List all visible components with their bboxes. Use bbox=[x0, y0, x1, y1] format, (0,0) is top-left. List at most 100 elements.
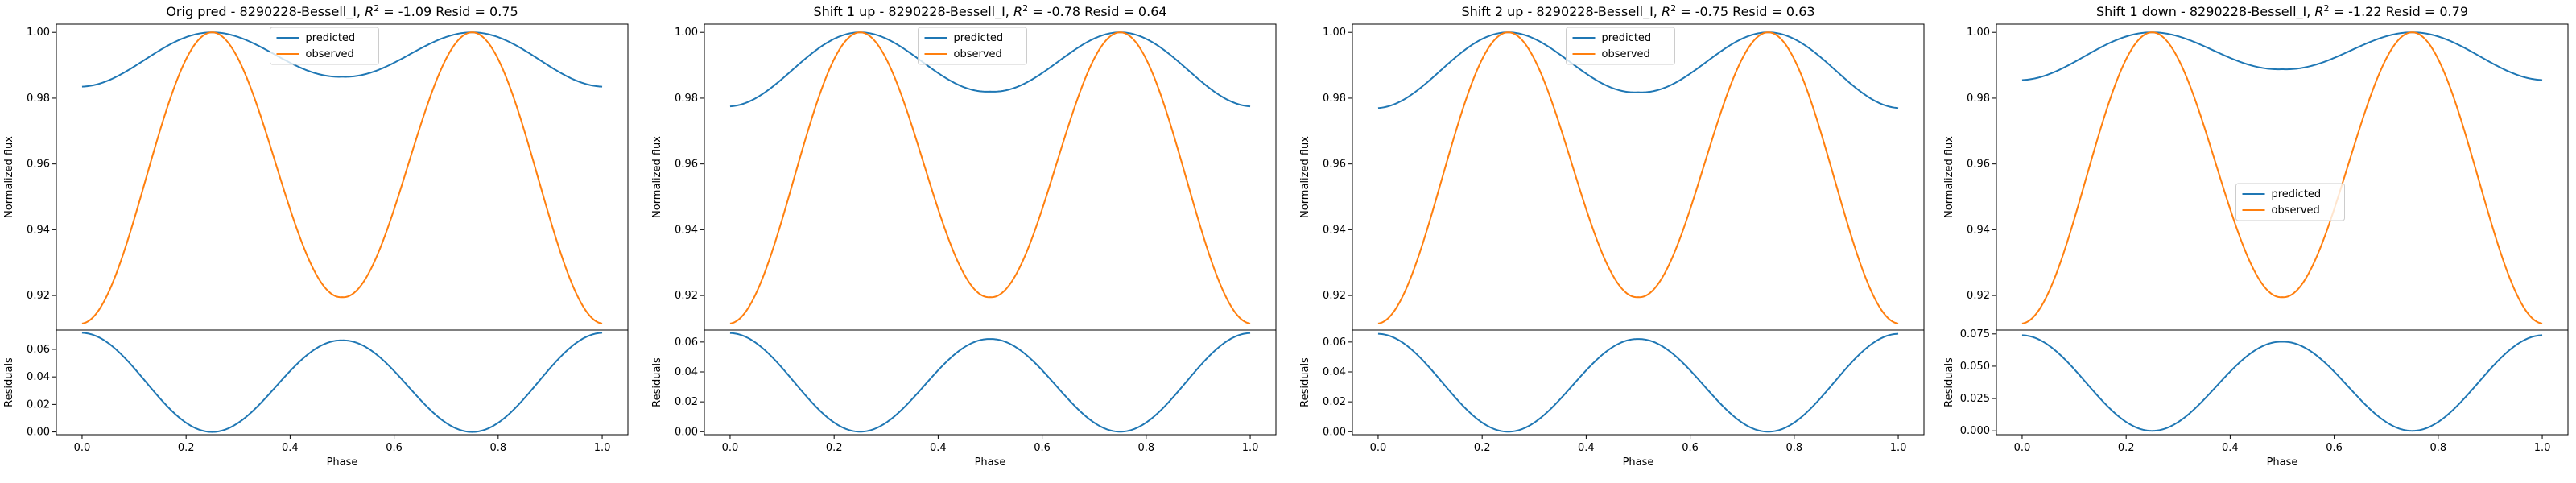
chart-title-exponent: 2 bbox=[1670, 3, 1676, 14]
flux-y-tick-label: 0.94 bbox=[1967, 224, 1990, 236]
residual-y-tick-label: 0.000 bbox=[1960, 425, 1990, 437]
residual-y-tick-label: 0.06 bbox=[1323, 336, 1346, 349]
chart-title-suffix: = -0.78 Resid = 0.64 bbox=[1028, 4, 1166, 19]
flux-y-tick-label: 0.98 bbox=[675, 93, 698, 105]
legend-box bbox=[270, 27, 379, 65]
x-tick-label: 1.0 bbox=[1890, 442, 1907, 454]
chart-title-exponent: 2 bbox=[2324, 3, 2330, 14]
residual-y-tick-label: 0.04 bbox=[675, 366, 698, 378]
legend-label-observed: observed bbox=[954, 48, 1002, 60]
residual-y-tick-label: 0.02 bbox=[675, 396, 698, 408]
chart-title-suffix: = -1.09 Resid = 0.75 bbox=[379, 4, 518, 19]
residual-y-tick-label: 0.00 bbox=[1323, 426, 1346, 438]
chart-title: Shift 1 down - 8290228-Bessell_I, R2 = -… bbox=[2096, 3, 2468, 21]
x-tick-label: 0.8 bbox=[2429, 442, 2446, 454]
residual-axes-frame bbox=[1996, 329, 2569, 436]
residual-axes-frame bbox=[1352, 329, 1925, 436]
residual-y-axis-label: Residuals bbox=[1299, 357, 1311, 407]
x-tick-label: 0.6 bbox=[386, 442, 402, 454]
x-tick-label: 0.4 bbox=[282, 442, 299, 454]
legend-box bbox=[918, 27, 1027, 65]
residual-y-tick-label: 0.075 bbox=[1960, 328, 1990, 341]
chart-title-r: R bbox=[1013, 4, 1022, 19]
residual-y-axis-label: Residuals bbox=[3, 357, 15, 407]
legend-label-predicted: predicted bbox=[306, 32, 356, 44]
flux-y-tick-label: 0.96 bbox=[27, 159, 50, 171]
residual-axes-frame bbox=[704, 329, 1277, 436]
series-line-observed bbox=[2021, 31, 2543, 324]
chart-title-prefix: Shift 2 up - 8290228-Bessell_I, bbox=[1461, 4, 1662, 20]
legend-box bbox=[2235, 183, 2345, 221]
x-axis-label: Phase bbox=[975, 456, 1006, 469]
flux-y-tick-label: 0.92 bbox=[27, 290, 50, 302]
flux-y-tick-label: 0.96 bbox=[1323, 159, 1346, 171]
legend-label-predicted: predicted bbox=[954, 32, 1004, 44]
x-axis-label: Phase bbox=[1623, 456, 1654, 469]
x-tick-label: 1.0 bbox=[1242, 442, 1259, 454]
chart-title: Orig pred - 8290228-Bessell_I, R2 = -1.0… bbox=[166, 3, 518, 21]
residual-line bbox=[729, 332, 1251, 433]
residual-y-tick-label: 0.02 bbox=[27, 398, 50, 411]
x-tick-label: 1.0 bbox=[2534, 442, 2551, 454]
x-tick-label: 0.8 bbox=[489, 442, 506, 454]
series-line-predicted bbox=[729, 31, 1251, 108]
residual-y-tick-label: 0.00 bbox=[675, 426, 698, 438]
chart-title-suffix: = -1.22 Resid = 0.79 bbox=[2330, 4, 2468, 19]
flux-y-tick-label: 1.00 bbox=[675, 27, 698, 39]
residual-axes-frame bbox=[56, 329, 629, 436]
legend-label-observed: observed bbox=[2272, 204, 2320, 217]
residual-y-tick-label: 0.04 bbox=[27, 371, 50, 383]
chart-title-r: R bbox=[365, 4, 374, 19]
chart-title-r: R bbox=[1662, 4, 1670, 19]
x-tick-label: 0.2 bbox=[178, 442, 195, 454]
x-tick-label: 1.0 bbox=[594, 442, 611, 454]
x-tick-label: 0.2 bbox=[2118, 442, 2135, 454]
series-line-predicted bbox=[81, 31, 603, 88]
residual-y-tick-label: 0.02 bbox=[1323, 396, 1346, 408]
residual-y-tick-label: 0.06 bbox=[675, 336, 698, 349]
series-line-predicted bbox=[1377, 31, 1899, 109]
chart-title-exponent: 2 bbox=[374, 3, 379, 14]
flux-y-axis-label: Normalized flux bbox=[651, 136, 663, 218]
flux-y-tick-label: 0.96 bbox=[675, 159, 698, 171]
residual-y-tick-label: 0.050 bbox=[1960, 361, 1990, 373]
legend-label-predicted: predicted bbox=[1602, 32, 1652, 44]
x-tick-label: 0.2 bbox=[1474, 442, 1491, 454]
flux-axes-frame bbox=[56, 23, 629, 331]
flux-y-tick-label: 0.92 bbox=[1967, 290, 1990, 302]
x-tick-label: 0.0 bbox=[2014, 442, 2031, 454]
x-axis-label: Phase bbox=[327, 456, 358, 469]
x-tick-label: 0.4 bbox=[1578, 442, 1595, 454]
residual-y-tick-label: 0.00 bbox=[27, 427, 50, 439]
x-tick-label: 0.0 bbox=[1370, 442, 1387, 454]
series-line-observed bbox=[81, 31, 603, 324]
residual-y-axis-label: Residuals bbox=[651, 357, 663, 407]
chart-panel-3: Shift 2 up - 8290228-Bessell_I, R2 = -0.… bbox=[1299, 3, 1925, 469]
flux-y-tick-label: 0.98 bbox=[27, 93, 50, 105]
flux-y-tick-label: 0.94 bbox=[675, 224, 698, 236]
legend-box bbox=[1566, 27, 1675, 65]
legend: predicted observed bbox=[2235, 183, 2345, 221]
flux-y-axis-label: Normalized flux bbox=[1299, 136, 1311, 218]
flux-y-tick-label: 1.00 bbox=[27, 27, 50, 39]
flux-axes-frame bbox=[1996, 23, 2569, 331]
chart-title-suffix: = -0.75 Resid = 0.63 bbox=[1676, 4, 1814, 19]
x-tick-label: 0.6 bbox=[2326, 442, 2343, 454]
chart-panel-4: Shift 1 down - 8290228-Bessell_I, R2 = -… bbox=[1943, 3, 2569, 469]
chart-title-prefix: Shift 1 up - 8290228-Bessell_I, bbox=[813, 4, 1013, 20]
flux-y-tick-label: 0.92 bbox=[1323, 290, 1346, 302]
residual-line bbox=[81, 332, 603, 433]
chart-panel-2: Shift 1 up - 8290228-Bessell_I, R2 = -0.… bbox=[651, 3, 1277, 469]
x-tick-label: 0.8 bbox=[1137, 442, 1154, 454]
flux-y-tick-label: 0.94 bbox=[1323, 224, 1346, 236]
chart-title-r: R bbox=[2314, 4, 2323, 19]
flux-y-axis-label: Normalized flux bbox=[3, 136, 15, 218]
x-tick-label: 0.8 bbox=[1785, 442, 1802, 454]
chart-title-prefix: Orig pred - 8290228-Bessell_I, bbox=[166, 4, 365, 20]
flux-y-tick-label: 1.00 bbox=[1323, 27, 1346, 39]
x-tick-label: 0.0 bbox=[722, 442, 739, 454]
chart-title: Shift 2 up - 8290228-Bessell_I, R2 = -0.… bbox=[1461, 3, 1814, 21]
residual-y-axis-label: Residuals bbox=[1943, 357, 1955, 407]
legend-label-observed: observed bbox=[306, 48, 354, 60]
x-tick-label: 0.4 bbox=[2222, 442, 2239, 454]
